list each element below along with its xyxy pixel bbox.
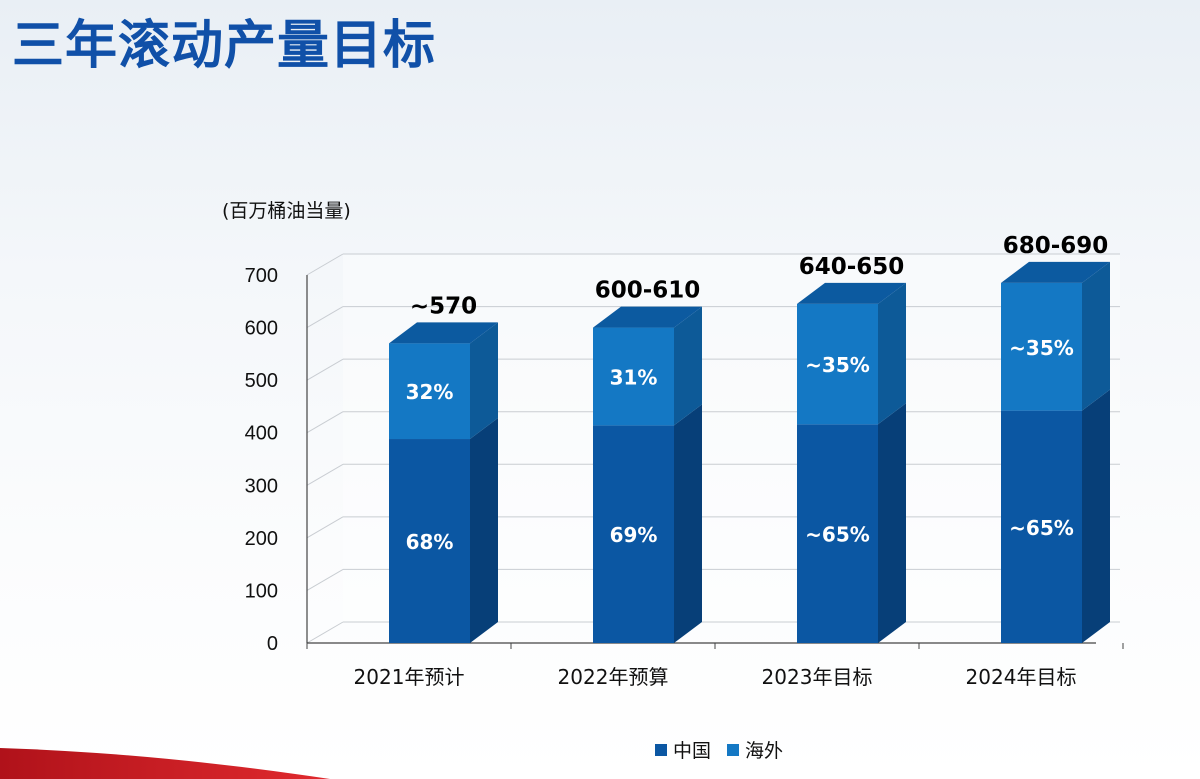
y-tick-label-500: 500	[245, 370, 278, 392]
grid-diagonal-700	[306, 253, 344, 276]
pct-label-overseas-1: 31%	[610, 365, 658, 389]
grid-diagonal-300	[306, 463, 344, 486]
y-tick-label-300: 300	[245, 475, 278, 497]
red-swoosh-decoration	[0, 748, 330, 779]
grid-diagonal-600	[306, 306, 344, 329]
legend-item-overseas: 海外	[727, 736, 783, 763]
grid-diagonal-100	[306, 568, 344, 591]
legend: 中国 海外	[655, 736, 783, 763]
pct-label-overseas-2: ~35%	[805, 353, 870, 377]
y-tick-label-600: 600	[245, 318, 278, 340]
x-category-label-2: 2023年目标	[762, 665, 873, 689]
legend-label-overseas: 海外	[745, 740, 784, 762]
pct-label-china-1: 69%	[610, 523, 658, 547]
x-category-label-3: 2024年目标	[966, 665, 1077, 689]
bar-overseas-3	[1001, 282, 1082, 411]
bar-top-0	[389, 322, 498, 344]
legend-label-china: 中国	[673, 740, 712, 762]
bar-china-1	[593, 425, 674, 643]
bar-side-china-0	[470, 418, 498, 643]
bar-top-1	[593, 306, 702, 328]
pct-label-china-2: ~65%	[805, 523, 870, 547]
total-label-2: 640-650	[799, 254, 905, 280]
bar-top-2	[797, 282, 906, 304]
y-tick-label-700: 700	[245, 265, 278, 287]
y-tick-label-100: 100	[245, 580, 278, 602]
page-title: 三年滚动产量目标	[12, 16, 437, 76]
total-label-0: ~570	[410, 293, 477, 319]
pct-label-overseas-3: ~35%	[1009, 336, 1074, 360]
total-label-3: 680-690	[1003, 233, 1109, 259]
bar-side-overseas-3	[1082, 261, 1110, 411]
legend-swatch-china	[655, 743, 667, 756]
pct-label-china-0: 68%	[406, 530, 454, 554]
bar-overseas-0	[389, 343, 470, 440]
pct-label-overseas-0: 32%	[406, 380, 454, 404]
bar-china-0	[389, 439, 470, 643]
bar-side-china-3	[1082, 389, 1110, 643]
y-tick-label-400: 400	[245, 423, 278, 445]
grid-diagonal-400	[306, 411, 344, 434]
bar-overseas-2	[797, 303, 878, 425]
bars	[389, 261, 1110, 643]
grid-diagonal-200	[306, 516, 344, 539]
bar-side-china-1	[674, 404, 702, 643]
pct-label-china-3: ~65%	[1009, 516, 1074, 540]
x-category-label-0: 2021年预计	[354, 665, 465, 689]
bar-china-3	[1001, 410, 1082, 643]
axes: 0 100 200 300 400 500 600 700 2021年预计 2022年预算 2023…	[245, 265, 1124, 689]
bar-top-3	[1001, 261, 1110, 283]
data-labels: 68% 32% ~570 69% 31% 600-610 ~65% ~35% 640-650 ~6…	[406, 233, 1109, 554]
x-category-label-1: 2022年预算	[558, 665, 669, 689]
bar-side-overseas-0	[470, 322, 498, 440]
y-tick-label-200: 200	[245, 528, 278, 550]
y-tick-label-0: 0	[267, 633, 278, 655]
legend-item-china: 中国	[655, 736, 711, 763]
y-axis-unit-label: (百万桶油当量)	[222, 200, 351, 222]
grid-diagonal-0	[306, 621, 344, 644]
grid-diagonal-500	[306, 358, 344, 381]
legend-swatch-overseas	[727, 743, 740, 756]
bar-side-overseas-1	[674, 306, 702, 426]
bar-side-china-2	[878, 403, 906, 643]
bar-china-2	[797, 424, 878, 643]
bar-overseas-1	[593, 327, 674, 426]
bar-side-overseas-2	[878, 282, 906, 425]
total-label-1: 600-610	[595, 278, 701, 304]
